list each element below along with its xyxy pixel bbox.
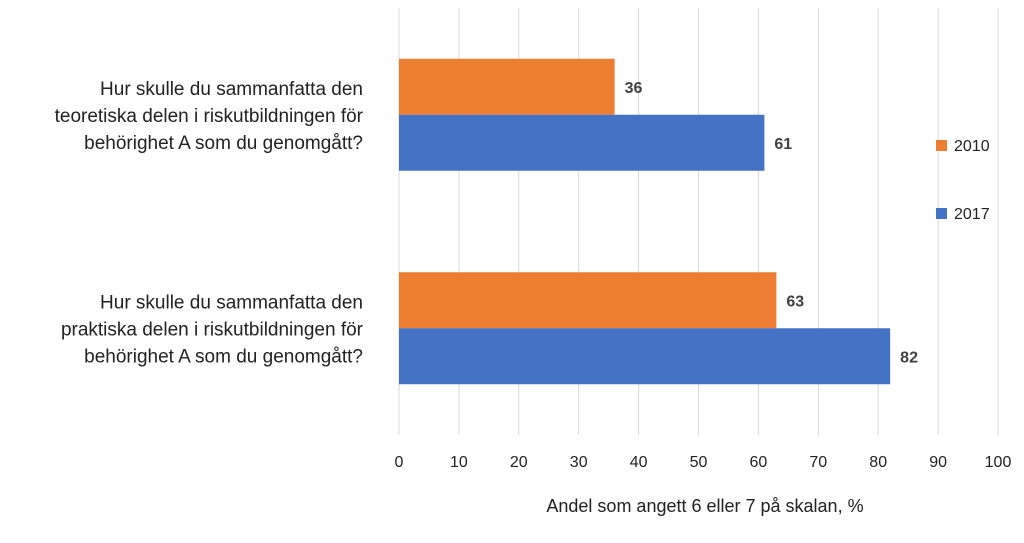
bar-2017-cat1 <box>399 328 891 385</box>
x-tick-label: 90 <box>929 454 947 471</box>
x-tick-label: 30 <box>570 454 588 471</box>
bar-2010-cat0 <box>399 58 615 115</box>
category-label-line: teoretiska delen i riskutbildningen för <box>55 106 364 127</box>
x-axis-title: Andel som angett 6 eller 7 på skalan, % <box>546 496 863 516</box>
x-tick-label: 10 <box>450 454 468 471</box>
legend-label-2010: 2010 <box>954 138 990 155</box>
bar-2010-cat1 <box>399 272 777 329</box>
category-label-line: Hur skulle du sammanfatta den <box>100 79 363 100</box>
legend-label-2017: 2017 <box>954 206 990 223</box>
x-tick-label: 40 <box>630 454 648 471</box>
category-label-line: behörighet A som du genomgått? <box>84 133 363 154</box>
category-label-line: behörighet A som du genomgått? <box>84 346 363 367</box>
x-tick-label: 50 <box>690 454 708 471</box>
category-label-line: praktiska delen i riskutbildningen för <box>61 319 364 340</box>
legend-swatch-2010 <box>936 140 947 151</box>
legend: 2010 2017 <box>936 138 990 223</box>
x-tick-label: 60 <box>750 454 768 471</box>
x-tick-label: 70 <box>809 454 827 471</box>
category-label-1: Hur skulle du sammanfatta den praktiska d… <box>61 292 364 367</box>
bar-2017-cat0 <box>399 114 765 171</box>
x-tick-label: 0 <box>395 454 404 471</box>
category-label-line: Hur skulle du sammanfatta den <box>100 292 363 313</box>
x-tick-label: 100 <box>985 454 1012 471</box>
x-tick-label: 20 <box>510 454 528 471</box>
category-labels: Hur skulle du sammanfatta den teoretiska … <box>55 79 364 368</box>
data-labels: 36 61 63 82 <box>625 80 918 367</box>
bars <box>399 58 891 385</box>
x-tick-label: 80 <box>869 454 887 471</box>
data-label-2010-cat0: 36 <box>625 80 643 97</box>
data-label-2017-cat0: 61 <box>774 136 792 153</box>
category-label-0: Hur skulle du sammanfatta den teoretiska … <box>55 79 364 154</box>
data-label-2017-cat1: 82 <box>900 349 918 366</box>
x-tick-labels: 0 10 20 30 40 50 60 70 80 90 100 <box>395 454 1012 471</box>
data-label-2010-cat1: 63 <box>786 293 804 310</box>
legend-swatch-2017 <box>936 208 947 219</box>
